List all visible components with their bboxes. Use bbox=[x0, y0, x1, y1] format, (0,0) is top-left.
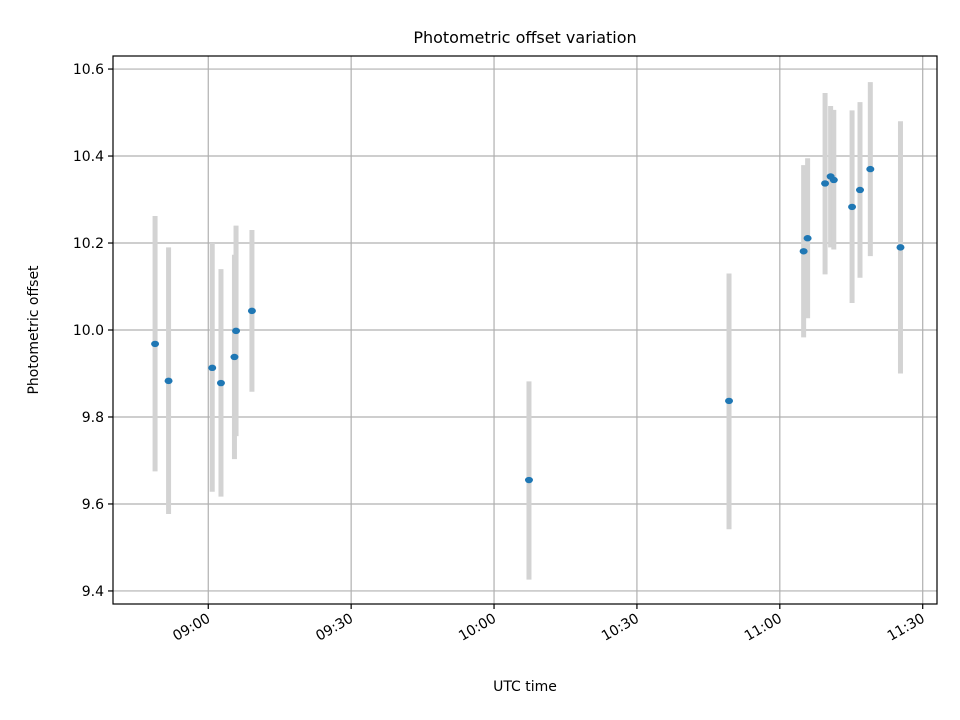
data-point bbox=[803, 235, 812, 242]
y-tick-label: 10.6 bbox=[73, 62, 104, 78]
data-point bbox=[164, 377, 173, 385]
y-tick-label: 10.2 bbox=[73, 236, 104, 252]
data-point bbox=[821, 180, 830, 187]
data-point bbox=[232, 327, 241, 335]
data-point bbox=[866, 165, 875, 173]
data-point bbox=[524, 476, 533, 484]
data-point bbox=[216, 379, 225, 387]
y-tick-label: 9.8 bbox=[82, 410, 104, 426]
data-point bbox=[208, 364, 217, 372]
marker-layer bbox=[151, 165, 905, 484]
data-point bbox=[855, 186, 864, 194]
data-point bbox=[896, 244, 905, 251]
y-tick-label: 9.6 bbox=[82, 497, 104, 513]
y-tick-label: 10.4 bbox=[73, 149, 104, 165]
y-axis-label: Photometric offset bbox=[26, 265, 42, 395]
data-point bbox=[230, 353, 239, 361]
y-tick-label: 10.0 bbox=[73, 323, 104, 339]
grid-layer bbox=[113, 56, 937, 604]
data-point bbox=[725, 397, 734, 405]
data-point bbox=[848, 203, 857, 211]
x-axis-label: UTC time bbox=[493, 679, 557, 695]
data-point bbox=[799, 248, 808, 255]
data-point bbox=[829, 176, 838, 184]
data-point bbox=[151, 340, 160, 348]
data-point bbox=[247, 307, 256, 315]
y-tick-label: 9.4 bbox=[82, 584, 104, 600]
chart-title: Photometric offset variation bbox=[413, 28, 636, 47]
